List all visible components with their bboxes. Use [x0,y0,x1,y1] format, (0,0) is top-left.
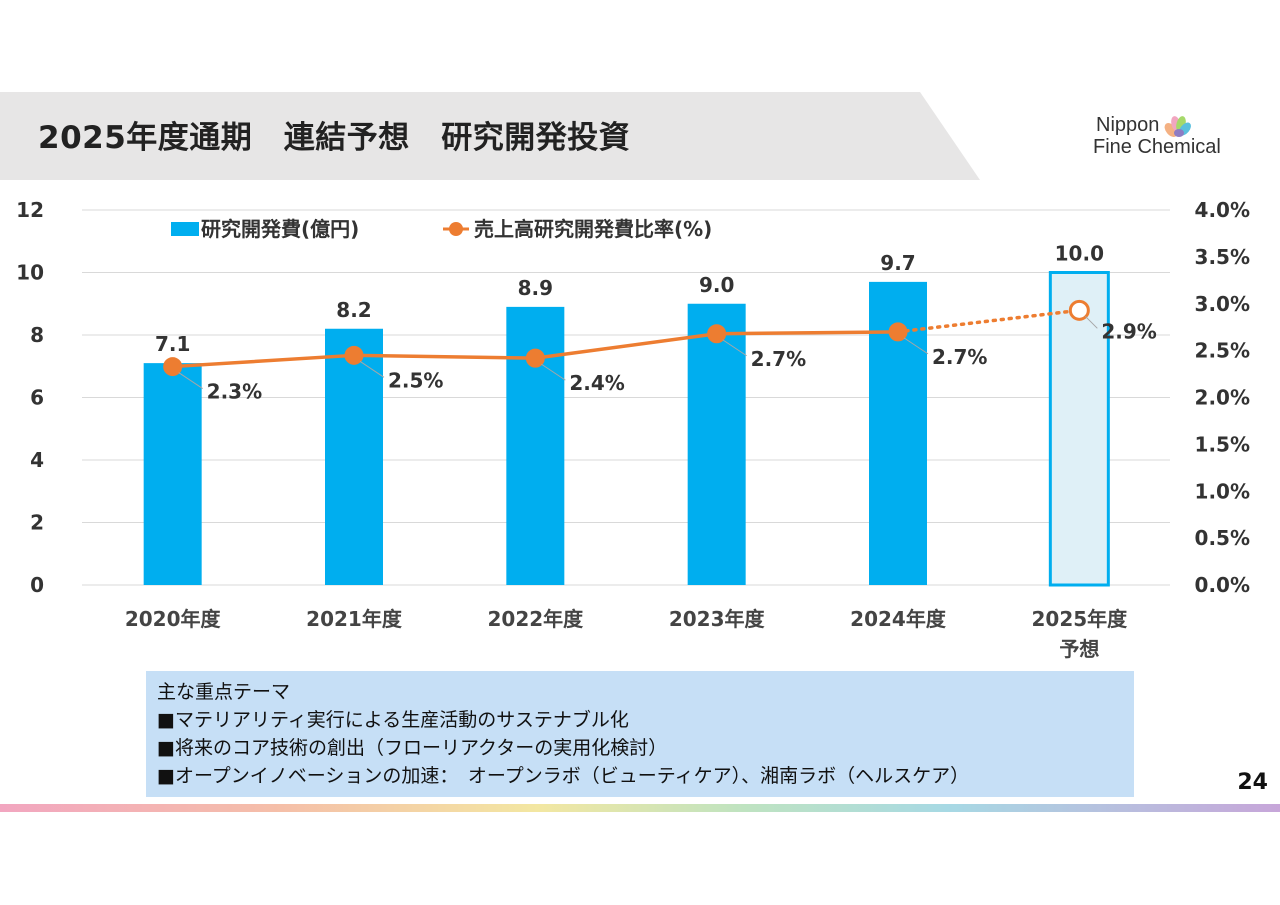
chart-legend: 研究開発費(億円) 売上高研究開発費比率(%) [171,217,712,241]
bar [506,306,565,585]
ratio-label-leader [359,360,385,378]
ratio-point [525,348,545,368]
category-label: 2024年度 [850,607,947,631]
category-label: 2025年度 [1031,607,1128,631]
right-axis-tick-label: 2.0% [1195,386,1250,410]
header-background [0,92,980,180]
ratio-value-label: 2.7% [932,345,987,369]
ratio-value-label: 2.7% [751,347,806,371]
bar-value-label: 8.9 [518,276,553,300]
key-themes-box: 主な重点テーマ ■マテリアリティ実行による生産活動のサステナブル化 ■将来のコア… [146,671,1134,797]
category-label: 2021年度 [306,607,403,631]
bar-value-label: 9.7 [880,251,915,275]
legend-line-label: 売上高研究開発費比率(%) [474,217,712,241]
left-axis-tick-label: 8 [30,323,44,347]
bar [687,303,746,585]
category-label: 予想 [1059,637,1099,661]
right-axis-tick-label: 0.0% [1195,573,1250,597]
legend-bar-swatch [171,222,199,236]
page-number: 24 [1237,770,1268,795]
left-axis-tick-label: 12 [16,198,44,222]
bar [325,328,383,585]
left-axis-tick-label: 6 [30,386,44,410]
forecast-bar [1048,271,1110,587]
ratio-value-label: 2.4% [569,371,624,395]
ratio-point [888,322,908,342]
bar-value-label: 9.0 [699,273,734,297]
ratio-label-leader [541,363,566,381]
right-axis-tick-label: 1.0% [1195,479,1250,503]
ratio-label-leader [903,337,929,355]
footer-rainbow-divider [0,804,1280,812]
left-axis-tick-label: 0 [30,573,44,597]
theme-item: ■マテリアリティ実行による生産活動のサステナブル化 [157,709,629,731]
theme-item: ■オープンイノベーションの加速： オープンラボ（ビューティケア）、湘南ラボ（ヘル… [157,765,970,787]
left-axis-tick-label: 2 [30,511,44,535]
ratio-label-leader [178,372,203,389]
bar [143,363,202,585]
legend-line-marker [449,222,463,236]
right-axis-tick-label: 1.5% [1195,432,1250,456]
themes-heading: 主な重点テーマ [157,681,291,703]
category-label: 2023年度 [669,607,766,631]
bar-value-label: 10.0 [1055,242,1104,266]
header-bar [0,92,980,180]
ratio-label-leader [1084,315,1098,329]
right-axis-tick-label: 3.5% [1195,245,1250,269]
forecast-ratio-point [1068,299,1090,321]
ratio-point [707,324,727,344]
right-axis-tick-label: 4.0% [1195,198,1250,222]
flower-logo-icon [1164,116,1191,137]
right-axis-tick-label: 0.5% [1195,526,1250,550]
category-label: 2022年度 [487,607,584,631]
right-axis-tick-label: 2.5% [1195,339,1250,363]
ratio-forecast-line [896,308,1082,334]
ratio-value-label: 2.9% [1101,319,1156,343]
theme-item: ■将来のコア技術の創出（フローリアクターの実用化検討） [157,737,668,759]
left-axis-tick-label: 4 [30,448,44,472]
right-axis-tick-label: 3.0% [1195,292,1250,316]
bar-value-label: 7.1 [155,332,190,356]
page-title: 2025年度通期 連結予想 研究開発投資 [38,120,631,156]
rd-investment-chart: 7.1 8.2 8.9 9.0 9.7 10.0 2.3% 2.5% 2.4% 2.7% 2.7% 2… [16,198,1250,661]
ratio-value-label: 2.3% [207,380,262,404]
category-label: 2020年度 [125,607,222,631]
ratio-label-leader [722,339,747,357]
logo-text-line2: Fine Chemical [1093,136,1221,158]
logo-text-line1: Nippon [1096,114,1160,136]
legend-bar-label: 研究開発費(億円) [201,217,359,241]
bar-value-label: 8.2 [336,298,371,322]
left-axis-tick-label: 10 [16,261,44,285]
ratio-point [344,345,364,365]
company-logo: Nippon Fine Chemical [1093,113,1233,159]
ratio-point [163,357,183,377]
ratio-value-label: 2.5% [388,368,443,392]
